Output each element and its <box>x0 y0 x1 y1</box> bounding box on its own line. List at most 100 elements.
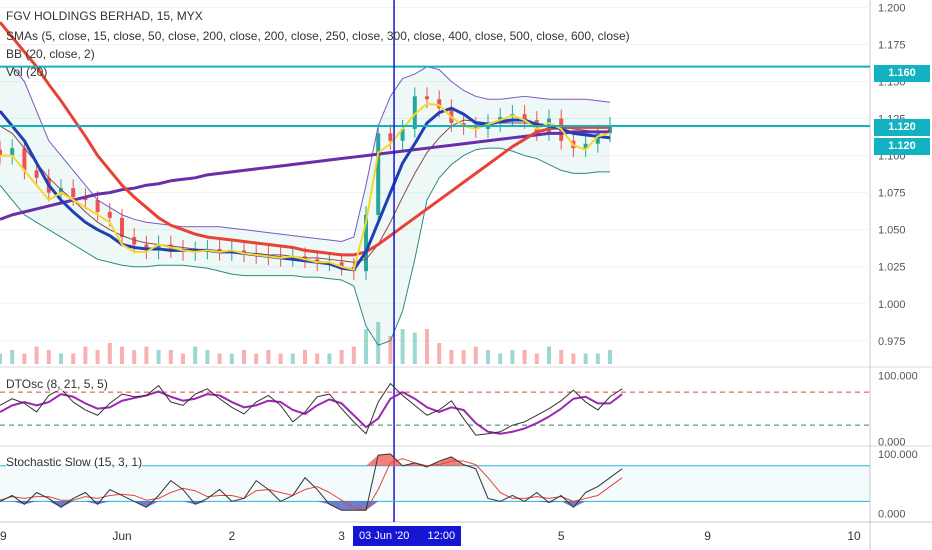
volume-bar <box>144 346 149 364</box>
volume-bar <box>181 353 185 364</box>
volume-bar <box>571 353 576 364</box>
candle-body <box>412 96 417 129</box>
volume-bar <box>437 343 442 364</box>
volume-legend[interactable]: Vol (20) <box>6 65 48 79</box>
volume-bar <box>595 353 600 364</box>
sma200-line <box>0 130 610 221</box>
stoch-oversold-fill <box>549 501 562 503</box>
volume-bar <box>107 343 112 364</box>
stoch-oversold-fill <box>85 501 98 505</box>
candle-body <box>461 122 466 126</box>
volume-bar <box>510 350 515 364</box>
volume-bar <box>364 329 368 364</box>
stoch-oversold-fill <box>195 501 208 505</box>
candle-body <box>71 188 76 198</box>
time-tick-label: 3 <box>338 529 345 543</box>
volume-bar <box>46 350 51 364</box>
volume-bar <box>608 350 612 364</box>
candle-body <box>0 149 2 156</box>
stoch-oversold-fill <box>329 501 342 511</box>
stoch-tick-label: 0.000 <box>878 508 906 520</box>
volume-bar <box>217 353 222 364</box>
stoch-overbought-fill <box>366 455 379 466</box>
bb-legend[interactable]: BB (20, close, 2) <box>6 47 95 61</box>
stoch-oversold-fill <box>366 501 379 511</box>
dtosc-panel[interactable] <box>0 383 870 436</box>
candle-body <box>376 133 381 215</box>
candle-body <box>107 211 112 218</box>
volume-bar <box>303 350 307 364</box>
volume-bar <box>583 353 588 364</box>
candle-body <box>10 148 15 156</box>
candle-body <box>34 170 39 178</box>
volume-bar <box>205 350 210 364</box>
volume-bar <box>229 353 234 364</box>
volume-bar <box>534 353 539 364</box>
volume-bar <box>95 350 100 364</box>
volume-bar <box>388 336 393 364</box>
sma-legend[interactable]: SMAs (5, close, 15, close, 50, close, 20… <box>6 29 630 43</box>
price-tick-label: 1.000 <box>878 299 906 311</box>
candle-body <box>400 128 405 141</box>
price-panel[interactable] <box>0 0 870 522</box>
sma15-line <box>0 106 611 272</box>
volume-bar <box>559 350 564 364</box>
stoch-oversold-fill <box>561 501 574 508</box>
candle-body <box>425 96 429 100</box>
candle-body <box>339 262 344 267</box>
volume-bar <box>10 350 15 364</box>
stoch-tick-label: 100.000 <box>878 449 918 461</box>
bb-basis-line <box>0 119 610 263</box>
crosshair-time-label: 03 Jun '20 12:00 <box>353 526 462 546</box>
volume-bar <box>327 353 332 364</box>
stochastic-panel[interactable] <box>0 453 870 511</box>
volume-bar <box>522 350 527 364</box>
stoch-oversold-fill <box>317 501 330 505</box>
price-tick-label: 1.075 <box>878 188 906 200</box>
stoch-oversold-fill <box>48 501 61 508</box>
candle-body <box>132 237 137 245</box>
time-tick-label: 10 <box>847 529 861 543</box>
time-tick-label: 29 <box>0 529 7 543</box>
price-tick-label: 0.975 <box>878 336 906 348</box>
candle-body <box>388 133 393 141</box>
time-tick-label: 2 <box>228 529 235 543</box>
candle-body <box>22 148 27 171</box>
candle-body <box>473 125 478 129</box>
dtosc-legend[interactable]: DTOsc (8, 21, 5, 5) <box>6 377 108 391</box>
volume-bar <box>461 350 466 364</box>
dtosc-tick-label: 100.000 <box>878 371 918 383</box>
volume-bar <box>168 350 173 364</box>
candle-body <box>608 125 612 134</box>
candle-body <box>583 143 588 149</box>
volume-bar <box>412 332 417 364</box>
price-tag-1120-a: 1.120 <box>874 119 930 136</box>
volume-bar <box>132 350 137 364</box>
candle-body <box>437 99 442 109</box>
bb-fill <box>0 66 610 346</box>
volume-bar <box>290 353 295 364</box>
price-tick-label: 1.200 <box>878 2 906 14</box>
volume-bar <box>83 346 88 364</box>
stoch-oversold-fill <box>183 501 196 505</box>
crosshair-date: 03 Jun '20 <box>359 530 410 542</box>
stoch-oversold-fill <box>61 501 74 508</box>
volume-bar <box>193 346 198 364</box>
volume-bar <box>59 353 63 364</box>
candle-body <box>449 108 454 123</box>
stoch-k-line <box>0 453 623 511</box>
volume-bar <box>34 346 39 364</box>
stoch-oversold-fill <box>97 501 110 505</box>
stoch-oversold-fill <box>146 501 159 508</box>
price-tick-label: 1.025 <box>878 262 906 274</box>
volume-bar <box>376 322 381 364</box>
candle-body <box>364 214 368 272</box>
volume-bar <box>120 346 124 364</box>
price-tick-label: 1.050 <box>878 225 906 237</box>
stoch-oversold-fill <box>24 501 37 505</box>
stochastic-legend[interactable]: Stochastic Slow (15, 3, 1) <box>6 455 143 469</box>
candle-body <box>95 200 100 212</box>
volume-bar <box>339 350 344 364</box>
volume-bar <box>498 353 503 364</box>
